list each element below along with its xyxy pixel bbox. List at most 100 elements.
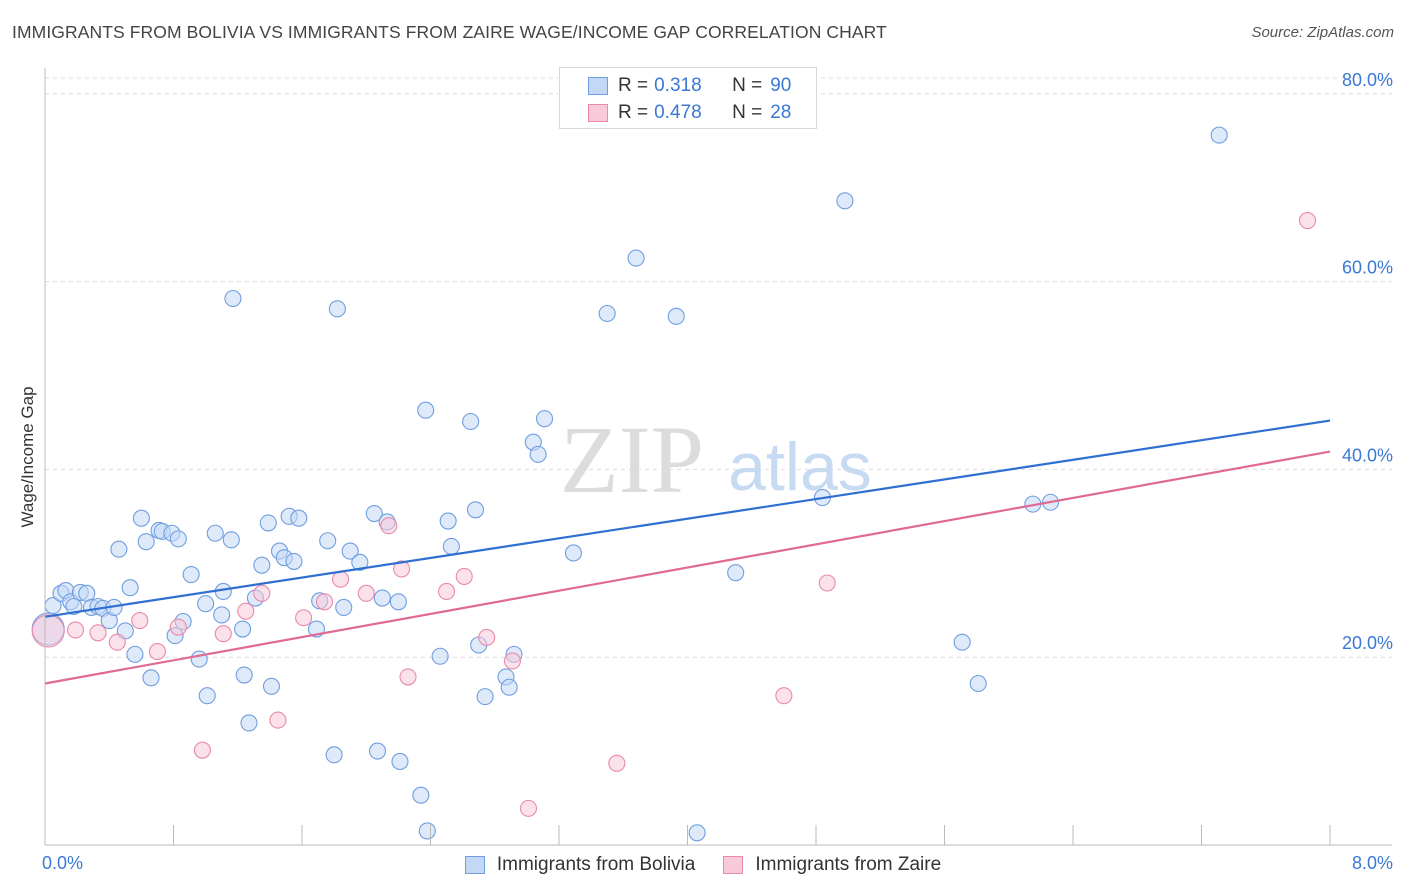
zaire-point (438, 582, 456, 601)
bolivia-point (240, 714, 258, 732)
x-tick-label: 8.0% (1352, 853, 1393, 873)
bolivia-point (431, 647, 449, 665)
bolivia-point (535, 410, 554, 428)
bolivia-point (224, 289, 242, 308)
bolivia-point (1210, 126, 1228, 144)
bolivia-point (836, 192, 854, 210)
zaire-point (315, 593, 334, 611)
zaire-point (357, 584, 375, 602)
series-legend-zaire[interactable]: Immigrants from Zaire (723, 854, 941, 876)
zaire-point (775, 687, 793, 705)
zaire-point (148, 643, 166, 661)
zaire-point (503, 652, 521, 670)
bolivia-point (234, 620, 252, 638)
bolivia-point (466, 501, 485, 519)
bolivia-point (727, 564, 745, 582)
zaire-point (253, 584, 271, 602)
bolivia-point (335, 598, 353, 616)
zaire-point (269, 711, 287, 729)
bolivia-point (65, 597, 83, 616)
bolivia-point (529, 445, 547, 463)
zaire-point (89, 624, 107, 642)
bolivia-point (235, 666, 253, 684)
bolivia-point (627, 249, 645, 267)
bolivia-point (213, 606, 231, 624)
legend-r-label: R = (618, 102, 649, 123)
bolivia-point (169, 530, 187, 548)
bolivia-point (688, 824, 706, 842)
zaire-point (295, 609, 313, 627)
bolivia-point (953, 633, 971, 651)
zaire-point (193, 741, 211, 759)
legend-row-zaire: R = 0.478 N = 28 (588, 100, 791, 126)
bolivia-point (598, 304, 616, 323)
bolivia-point (341, 542, 359, 560)
chart-source: Source: ZipAtlas.com (1251, 24, 1394, 41)
legend-n-label: N = (732, 75, 763, 96)
grid-layer (45, 77, 1392, 658)
bolivia-point (328, 300, 346, 318)
bolivia-point (969, 674, 987, 693)
watermark-atlas: atlas (728, 429, 872, 505)
zaire-point (66, 621, 85, 639)
legend-n-value-bolivia: 90 (770, 75, 792, 96)
bolivia-point (285, 552, 303, 570)
zaire-point (108, 633, 126, 651)
bolivia-point (417, 401, 435, 419)
series-legend: Immigrants from Bolivia Immigrants from … (0, 852, 1406, 878)
series-label-bolivia: Immigrants from Bolivia (496, 854, 696, 875)
points-zaire (31, 211, 1317, 817)
bolivia-point (319, 532, 337, 550)
points-bolivia (31, 126, 1228, 842)
zaire-point (519, 799, 538, 817)
chart-title: IMMIGRANTS FROM BOLIVIA VS IMMIGRANTS FR… (12, 22, 887, 42)
bolivia-point (121, 579, 139, 597)
bolivia-point (412, 786, 430, 804)
bolivia-point (500, 678, 518, 696)
legend-swatch-zaire (588, 104, 608, 122)
bolivia-point (222, 531, 240, 549)
zaire-point (608, 754, 626, 772)
series-swatch-bolivia (464, 856, 485, 874)
zaire-point (237, 602, 255, 620)
zaire-point (131, 612, 149, 630)
watermark: ZIP atlas (560, 406, 872, 513)
series-legend-bolivia[interactable]: Immigrants from Bolivia (464, 854, 696, 876)
bolivia-point (476, 688, 494, 706)
bolivia-point (182, 566, 200, 584)
zaire-point (169, 618, 187, 636)
legend-r-value-bolivia: 0.318 (654, 75, 702, 96)
bolivia-point (206, 524, 224, 542)
bolivia-point (126, 645, 144, 663)
legend-r-label: R = (618, 75, 649, 96)
legend-swatch-bolivia (588, 77, 608, 95)
bolivia-point (137, 533, 155, 551)
zaire-point (214, 625, 232, 643)
y-axis-label: Wage/Income Gap (18, 386, 37, 528)
zaire-point (31, 614, 65, 648)
y-tick-label: 20.0% (1342, 633, 1393, 653)
trendline-bolivia (44, 419, 1331, 618)
bolivia-point (132, 509, 150, 527)
bolivia-point (391, 752, 409, 770)
bolivia-point (667, 307, 685, 325)
trend-layer (44, 419, 1331, 685)
zaire-point (455, 567, 473, 585)
legend-row-bolivia: R = 0.318 N = 90 (588, 73, 791, 99)
y-tick-label: 80.0% (1342, 70, 1393, 90)
bolivia-point (462, 412, 480, 431)
bolivia-point (365, 504, 383, 523)
legend-n-value-zaire: 28 (770, 102, 792, 123)
x-tick-label: 0.0% (42, 853, 83, 873)
bolivia-point (253, 556, 271, 574)
bolivia-point (262, 677, 281, 695)
bolivia-point (198, 687, 216, 705)
bolivia-point (351, 553, 369, 571)
legend-n-label: N = (732, 102, 763, 123)
bolivia-point (190, 650, 208, 668)
bolivia-point (373, 589, 391, 607)
bolivia-point (325, 746, 343, 764)
bolivia-point (439, 512, 457, 530)
series-label-zaire: Immigrants from Zaire (755, 854, 942, 875)
